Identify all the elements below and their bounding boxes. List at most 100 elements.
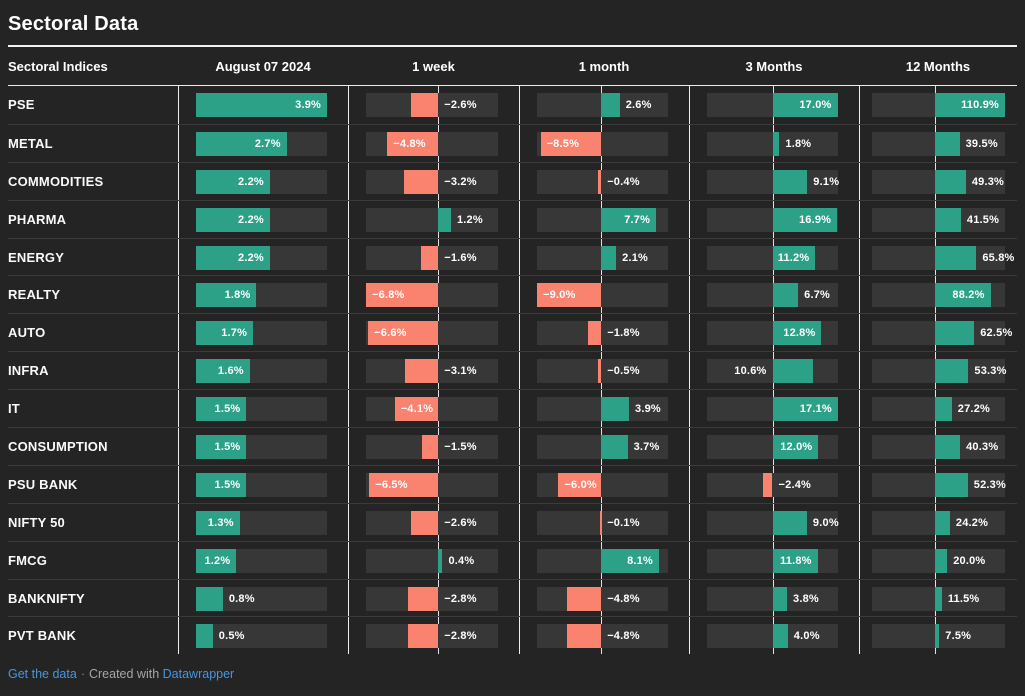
bar-value-label: −4.8% xyxy=(607,592,640,605)
negative-bar xyxy=(394,397,439,422)
bar-track: −4.8% xyxy=(537,586,668,611)
bar-value-label: 17.1% xyxy=(799,403,832,416)
bar-value-label: 12.8% xyxy=(783,327,816,340)
positive-bar xyxy=(601,207,657,232)
bar-value-label: 1.8% xyxy=(785,137,812,150)
bar-value-label: 88.2% xyxy=(952,289,985,302)
bar-cell: 17.0% xyxy=(689,86,859,124)
row-label: BANKNIFTY xyxy=(8,590,85,606)
bar-value-label: −3.2% xyxy=(444,175,477,188)
bar-cell: −6.6% xyxy=(348,314,519,352)
bar-cell: 6.7% xyxy=(689,276,859,314)
bar-track: −2.4% xyxy=(707,472,838,497)
positive-bar xyxy=(934,245,977,270)
positive-bar xyxy=(934,548,948,573)
bar-value-label: 53.3% xyxy=(974,365,1007,378)
row-label: FMCG xyxy=(8,552,48,568)
datawrapper-link[interactable]: Datawrapper xyxy=(162,667,235,682)
bar-track: 1.5% xyxy=(196,472,327,497)
positive-bar xyxy=(772,548,818,573)
bar-track: 1.7% xyxy=(196,321,327,346)
bar-value-label: 1.6% xyxy=(217,365,244,378)
bar-value-label: 6.7% xyxy=(804,289,830,302)
row-label: REALTY xyxy=(8,287,61,303)
bar-cell: −4.8% xyxy=(519,579,689,617)
bar-track: 7.5% xyxy=(872,624,1005,649)
bar-value-label: −2.8% xyxy=(444,630,477,643)
positive-bar xyxy=(196,624,213,649)
get-data-link[interactable]: Get the data xyxy=(8,667,77,682)
bar-track: 110.9% xyxy=(872,93,1005,117)
table-row: FMCG 1.2% 0.4% 8.1% 11.8% 20.0% xyxy=(8,540,1017,579)
bar-cell: 1.5% xyxy=(178,465,348,503)
bar-track: 3.9% xyxy=(196,93,327,117)
bar-value-label: 1.3% xyxy=(207,516,234,529)
bar-cell: 3.8% xyxy=(689,579,859,617)
positive-bar xyxy=(196,321,254,346)
bar-track: 17.0% xyxy=(707,93,838,117)
positive-bar xyxy=(772,283,799,308)
bar-track: −6.0% xyxy=(537,472,668,497)
bar-cell: 110.9% xyxy=(859,86,1017,124)
positive-bar xyxy=(196,586,223,611)
bar-cell: −2.8% xyxy=(348,579,519,617)
bar-cell: −2.4% xyxy=(689,465,859,503)
bar-value-label: 49.3% xyxy=(971,175,1005,188)
bar-track: 41.5% xyxy=(872,207,1005,232)
bar-value-label: 0.4% xyxy=(448,554,475,567)
positive-bar xyxy=(772,321,822,346)
bar-value-label: 8.1% xyxy=(627,554,653,567)
bar-value-label: 7.5% xyxy=(945,630,972,643)
negative-bar xyxy=(598,169,602,194)
bar-value-label: −9.0% xyxy=(543,289,576,302)
bar-value-label: 0.8% xyxy=(228,592,255,605)
table-row: PHARMA 2.2% 1.2% 7.7% 16.9% 41.5% xyxy=(8,199,1017,238)
bar-track: 0.8% xyxy=(196,586,327,611)
bar-value-label: 41.5% xyxy=(966,213,1000,226)
bar-value-label: 65.8% xyxy=(982,251,1015,264)
bar-cell: 0.4% xyxy=(348,541,519,579)
table-header-row: Sectoral Indices August 07 2024 1 week 1 m… xyxy=(8,47,1017,85)
bar-value-label: 2.6% xyxy=(625,99,652,111)
bar-value-label: 1.5% xyxy=(214,441,241,454)
negative-bar xyxy=(422,435,439,460)
bar-cell: 2.2% xyxy=(178,162,348,200)
bar-track: 2.6% xyxy=(537,93,668,117)
table-row: AUTO 1.7% −6.6% −1.8% 12.8% 62.5% xyxy=(8,313,1017,352)
positive-bar xyxy=(601,548,659,573)
positive-bar xyxy=(196,548,237,573)
table-row: INFRA 1.6% −3.1% −0.5% 10.6% 53.3% xyxy=(8,351,1017,390)
bar-value-label: 1.2% xyxy=(456,213,483,226)
bar-cell: −3.2% xyxy=(348,162,519,200)
bar-track: −1.5% xyxy=(366,435,498,460)
bar-cell: −2.6% xyxy=(348,86,519,124)
bar-track: 11.2% xyxy=(707,245,838,270)
bar-track: 17.1% xyxy=(707,397,838,422)
bar-cell: 65.8% xyxy=(859,238,1017,276)
bar-track: −4.1% xyxy=(366,397,498,422)
bar-value-label: 9.1% xyxy=(813,175,840,188)
bar-value-label: −4.8% xyxy=(393,137,426,150)
bar-cell: 1.6% xyxy=(178,352,348,390)
bar-value-label: 1.7% xyxy=(221,327,248,340)
bar-value-label: 4.0% xyxy=(793,630,820,643)
bar-track: 1.2% xyxy=(366,207,498,232)
bar-cell: 11.5% xyxy=(859,579,1017,617)
negative-bar xyxy=(368,321,439,346)
bar-track: 2.1% xyxy=(537,245,668,270)
table-row: BANKNIFTY 0.8% −2.8% −4.8% 3.8% 11.5% xyxy=(8,578,1017,617)
bar-track: 16.9% xyxy=(707,207,838,232)
bar-track: −2.8% xyxy=(366,586,498,611)
bar-value-label: 39.5% xyxy=(965,137,998,150)
bar-track: −3.1% xyxy=(366,359,498,384)
bar-value-label: 2.2% xyxy=(238,251,264,264)
bar-track: −6.6% xyxy=(366,321,498,346)
bar-value-label: 1.2% xyxy=(204,554,231,567)
bar-cell: 39.5% xyxy=(859,124,1017,162)
positive-bar xyxy=(934,359,969,384)
bar-track: −6.5% xyxy=(366,472,498,497)
positive-bar xyxy=(438,548,443,573)
bar-cell: 11.2% xyxy=(689,238,859,276)
bar-track: 65.8% xyxy=(872,245,1014,270)
bar-cell: 24.2% xyxy=(859,503,1017,541)
